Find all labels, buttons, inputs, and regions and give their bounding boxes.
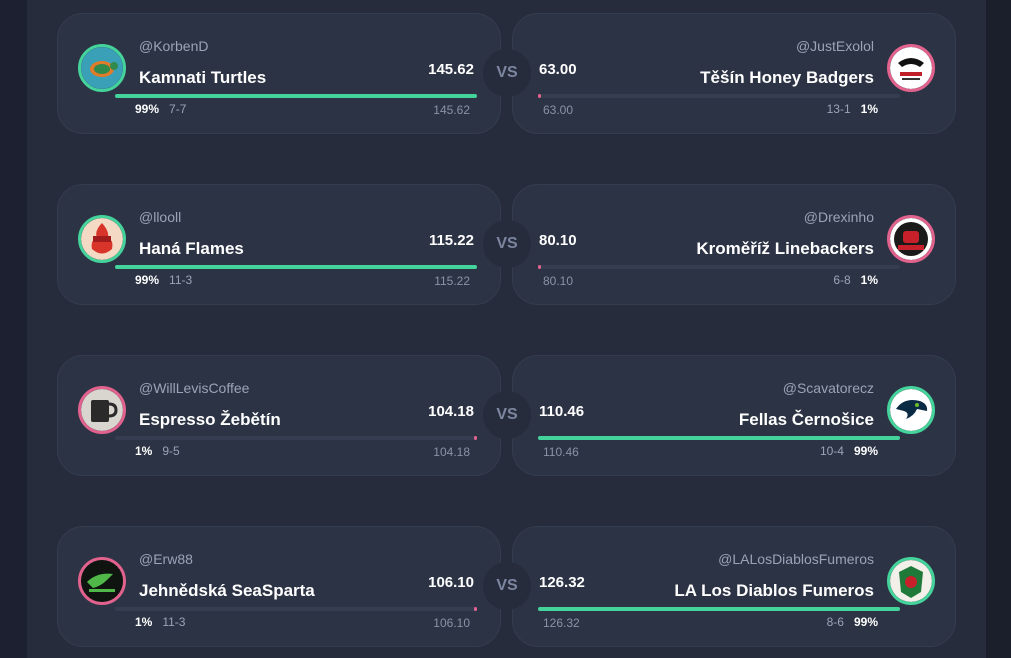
projected-score: 63.00 xyxy=(543,103,574,117)
team-record: 9-5 xyxy=(162,444,180,458)
win-probability-bar xyxy=(115,607,477,611)
vs-badge: VS xyxy=(483,562,531,610)
team-meta: 13-1 1% xyxy=(827,102,878,116)
team-record: 10-4 xyxy=(819,444,844,458)
win-probability-fill xyxy=(474,607,477,611)
win-probability: 1% xyxy=(135,444,153,458)
team-record: 8-6 xyxy=(826,615,844,629)
win-probability-bar xyxy=(115,436,477,440)
win-probability-fill xyxy=(538,94,541,98)
owner-handle[interactable]: @WillLevisCoffee xyxy=(139,380,250,396)
diablos-logo-icon[interactable] xyxy=(887,557,935,605)
away-team-card[interactable]: @Scavatorecz Fellas Černošice 110.46 10-4 99… xyxy=(512,355,956,476)
team-meta: 1% 11-3 xyxy=(135,615,185,629)
home-team-card[interactable]: @WillLevisCoffee Espresso Žebětín 104.18 1%… xyxy=(57,355,501,476)
owner-handle[interactable]: @LALosDiablosFumeros xyxy=(718,551,874,567)
team-meta: 99% 11-3 xyxy=(135,273,192,287)
team-meta: 10-4 99% xyxy=(820,444,878,458)
team-record: 11-3 xyxy=(162,615,186,629)
team-name[interactable]: Haná Flames xyxy=(139,239,244,258)
seasparta-logo-icon[interactable] xyxy=(78,557,126,605)
win-probability-bar xyxy=(538,265,900,269)
team-score: 106.10 xyxy=(428,574,474,591)
owner-handle[interactable]: @Erw88 xyxy=(139,551,193,567)
win-probability-fill xyxy=(474,436,477,440)
team-record: 7-7 xyxy=(169,102,187,116)
projected-score: 126.32 xyxy=(543,616,580,630)
page-left-edge xyxy=(0,0,27,658)
projected-score: 106.10 xyxy=(433,616,470,630)
win-probability: 99% xyxy=(135,102,160,116)
team-meta: 1% 9-5 xyxy=(135,444,180,458)
win-probability-fill xyxy=(115,94,477,98)
seahawk-logo-icon[interactable] xyxy=(887,386,935,434)
win-probability: 1% xyxy=(135,615,153,629)
away-team-card[interactable]: @JustExolol Těšín Honey Badgers 63.00 13-1 1… xyxy=(512,13,956,134)
vs-badge: VS xyxy=(483,220,531,268)
owner-handle[interactable]: @JustExolol xyxy=(795,38,874,54)
projected-score: 110.46 xyxy=(543,445,579,459)
vs-badge: VS xyxy=(483,49,531,97)
team-score: 80.10 xyxy=(539,232,577,249)
home-team-card[interactable]: @Erw88 Jehnědská SeaSparta 106.10 1% 11-3 106… xyxy=(57,526,501,647)
win-probability: 99% xyxy=(853,615,878,629)
away-team-card[interactable]: @Drexinho Kroměříž Linebackers 80.10 6-8 1% 8… xyxy=(512,184,956,305)
turtle-logo-icon[interactable] xyxy=(78,44,126,92)
team-record: 6-8 xyxy=(833,273,851,287)
team-name[interactable]: Těšín Honey Badgers xyxy=(700,68,874,87)
team-record: 11-3 xyxy=(169,273,193,287)
win-probability-bar xyxy=(538,436,900,440)
team-name[interactable]: Espresso Žebětín xyxy=(139,410,281,429)
owner-handle[interactable]: @llooll xyxy=(139,209,182,225)
win-probability-bar xyxy=(115,94,477,98)
team-record: 13-1 xyxy=(826,102,851,116)
win-probability: 1% xyxy=(860,273,878,287)
team-score: 145.62 xyxy=(428,61,474,78)
linebackers-logo-icon[interactable] xyxy=(887,215,935,263)
team-meta: 99% 7-7 xyxy=(135,102,186,116)
team-name[interactable]: Kroměříž Linebackers xyxy=(696,239,874,258)
win-probability-fill xyxy=(538,436,900,440)
team-score: 63.00 xyxy=(539,61,577,78)
projected-score: 145.62 xyxy=(433,103,470,117)
team-meta: 6-8 1% xyxy=(833,273,878,287)
projected-score: 104.18 xyxy=(433,445,470,459)
win-probability: 99% xyxy=(853,444,878,458)
win-probability: 1% xyxy=(860,102,878,116)
win-probability-fill xyxy=(115,265,477,269)
coffee-mug-logo-icon[interactable] xyxy=(78,386,126,434)
page-right-edge xyxy=(986,0,1011,658)
projected-score: 80.10 xyxy=(543,274,574,288)
team-name[interactable]: Kamnati Turtles xyxy=(139,68,267,87)
owner-handle[interactable]: @Drexinho xyxy=(803,209,874,225)
team-name[interactable]: Fellas Černošice xyxy=(738,410,874,429)
team-score: 110.46 xyxy=(539,403,585,420)
team-score: 104.18 xyxy=(428,403,474,420)
home-team-card[interactable]: @llooll Haná Flames 115.22 99% 11-3 115.22 xyxy=(57,184,501,305)
honey-badger-logo-icon[interactable] xyxy=(887,44,935,92)
win-probability-bar xyxy=(538,607,900,611)
team-score: 115.22 xyxy=(428,232,474,249)
win-probability: 99% xyxy=(135,273,160,287)
team-name[interactable]: LA Los Diablos Fumeros xyxy=(674,581,874,600)
projected-score: 115.22 xyxy=(434,274,470,288)
away-team-card[interactable]: @LALosDiablosFumeros LA Los Diablos Fumer… xyxy=(512,526,956,647)
owner-handle[interactable]: @Scavatorecz xyxy=(782,380,874,396)
owner-handle[interactable]: @KorbenD xyxy=(139,38,209,54)
win-probability-fill xyxy=(538,607,900,611)
win-probability-bar xyxy=(538,94,900,98)
flames-logo-icon[interactable] xyxy=(78,215,126,263)
team-name[interactable]: Jehnědská SeaSparta xyxy=(139,581,315,600)
home-team-card[interactable]: @KorbenD Kamnati Turtles 145.62 99% 7-7 145.6… xyxy=(57,13,501,134)
team-meta: 8-6 99% xyxy=(827,615,878,629)
vs-badge: VS xyxy=(483,391,531,439)
team-score: 126.32 xyxy=(539,574,585,591)
win-probability-bar xyxy=(115,265,477,269)
win-probability-fill xyxy=(538,265,541,269)
